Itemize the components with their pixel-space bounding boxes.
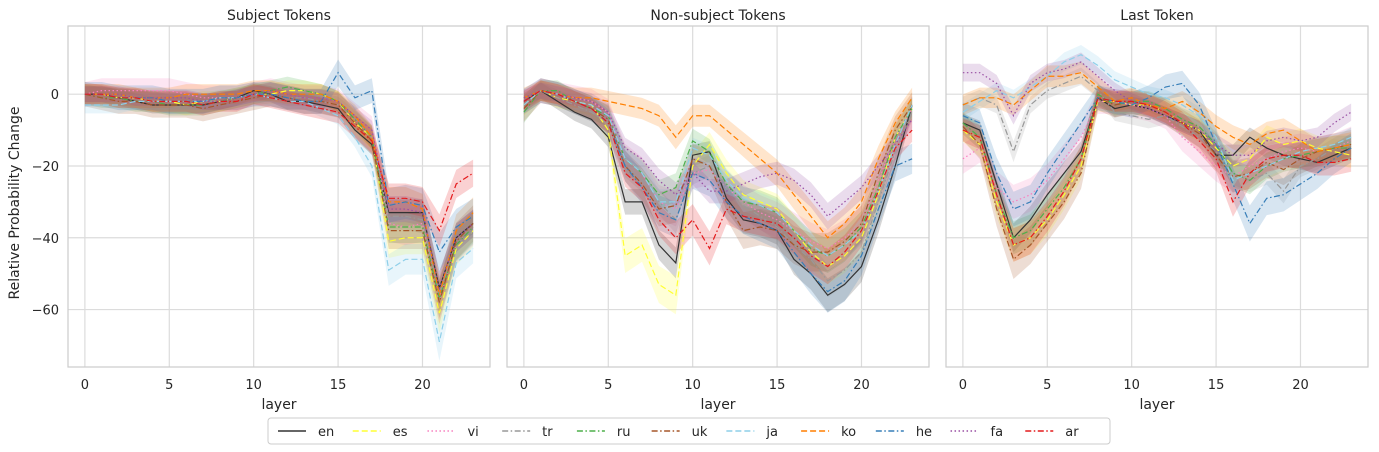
band-es — [84, 80, 474, 334]
legend-frame — [267, 417, 1111, 445]
panels: Subject Tokens 0 5 10 15 20 layer 0 −20 −40 −60 Non… — [32, 8, 1369, 413]
line-ru — [962, 93, 1352, 239]
legend-entry-ko: ko — [801, 425, 856, 440]
panel-title: Last Token — [1120, 8, 1193, 24]
x-tick-label: 5 — [1043, 378, 1051, 393]
legend-label: he — [916, 425, 932, 440]
plot-frame — [945, 25, 1369, 368]
legend-label: ar — [1065, 425, 1079, 440]
x-tick-label: 5 — [604, 378, 612, 393]
legend-label: vi — [467, 425, 478, 440]
legend-entry-tr: tr — [502, 425, 553, 440]
line-uk — [523, 89, 913, 253]
band-vi — [523, 78, 913, 268]
line-ko — [962, 72, 1352, 153]
plot-frame — [67, 25, 491, 368]
x-tick-label: 5 — [165, 378, 173, 393]
x-tick-label: 10 — [245, 378, 262, 393]
line-fa — [962, 61, 1352, 156]
plot-frame — [506, 25, 930, 368]
line-ar — [84, 93, 474, 233]
legend-entry-ru: ru — [576, 425, 631, 440]
line-ja — [523, 89, 913, 257]
line-he — [962, 82, 1352, 225]
legend-entry-ja: ja — [726, 425, 778, 440]
series-lines — [84, 71, 474, 342]
x-tick-label: 0 — [959, 378, 967, 393]
legend-label: ja — [765, 425, 778, 440]
line-he — [523, 89, 913, 293]
line-fa — [84, 89, 474, 291]
x-tick-label: 15 — [769, 378, 786, 393]
x-tick-label: 15 — [1208, 378, 1225, 393]
band-en — [962, 89, 1352, 253]
panel-title: Non-subject Tokens — [650, 8, 785, 24]
legend-label: fa — [991, 425, 1004, 440]
legend-label: ru — [617, 425, 631, 440]
line-ko — [523, 89, 913, 239]
band-tr — [962, 67, 1352, 204]
band-ko — [523, 80, 913, 255]
band-vi — [84, 78, 474, 321]
band-en — [84, 82, 474, 305]
y-tick-label: −20 — [32, 160, 59, 175]
band-ar — [84, 84, 474, 247]
line-ar — [523, 89, 913, 268]
legend-entry-vi: vi — [427, 425, 479, 440]
legend-label: tr — [542, 425, 553, 440]
panel-title: Subject Tokens — [227, 8, 331, 24]
line-vi — [523, 89, 913, 250]
x-tick-label: 15 — [330, 378, 347, 393]
x-tick-label: 0 — [520, 378, 528, 393]
x-tick-label: 10 — [684, 378, 701, 393]
band-ko — [962, 61, 1352, 165]
legend-entry-ar: ar — [1025, 425, 1079, 440]
band-en — [523, 82, 913, 313]
y-tick-label: −60 — [32, 304, 59, 319]
band-ar — [523, 80, 913, 285]
line-tr — [523, 89, 913, 282]
legend-entry-es: es — [352, 425, 408, 440]
legend-entry-en: en — [278, 425, 334, 440]
line-uk — [962, 96, 1352, 261]
legend-label: en — [318, 425, 334, 440]
legend-label: uk — [692, 425, 708, 440]
line-uk — [84, 93, 474, 303]
x-axis-label: layer — [261, 397, 296, 413]
y-tick-label: −40 — [32, 232, 59, 247]
band-he — [84, 59, 474, 272]
series-lines — [962, 54, 1352, 261]
band-he — [523, 78, 913, 313]
x-tick-label: 10 — [1123, 378, 1140, 393]
band-ja — [84, 86, 474, 361]
x-axis-label: layer — [700, 397, 735, 413]
y-tick-label: 0 — [51, 88, 59, 103]
legend-label: es — [393, 425, 408, 440]
x-tick-label: 20 — [1292, 378, 1309, 393]
panel-3: Last Token 0 5 10 15 20 layer — [945, 8, 1369, 413]
panel-1: Subject Tokens 0 5 10 15 20 layer 0 −20 −40 −60 — [32, 8, 491, 413]
panel-2: Non-subject Tokens 0 5 10 15 20 layer — [506, 8, 930, 413]
band-uk — [84, 81, 474, 324]
x-tick-label: 20 — [414, 378, 431, 393]
band-ru — [962, 84, 1352, 255]
legend-entry-uk: uk — [651, 425, 708, 440]
legend-entry-he: he — [875, 425, 932, 440]
y-axis-label: Relative Probability Change — [7, 107, 23, 300]
line-en — [523, 89, 913, 297]
x-tick-label: 20 — [853, 378, 870, 393]
legend-label: ko — [841, 425, 856, 440]
legend-entry-fa: fa — [950, 425, 1004, 440]
x-axis-label: layer — [1139, 397, 1174, 413]
x-tick-label: 0 — [81, 378, 89, 393]
line-ar — [962, 97, 1352, 246]
series-lines — [523, 89, 913, 297]
band-vi — [962, 88, 1352, 219]
legend: en es vi tr ru uk ja ko he fa ar — [267, 417, 1111, 445]
band-fa — [523, 82, 913, 230]
line-ja — [962, 54, 1352, 182]
line-tr — [962, 75, 1352, 193]
